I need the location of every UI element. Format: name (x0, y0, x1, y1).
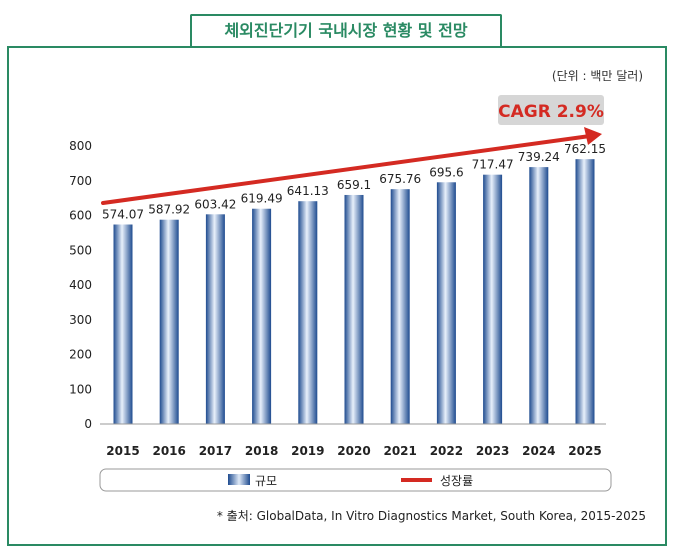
unit-label: (단위 : 백만 달러) (552, 69, 643, 83)
bar-2021 (390, 189, 410, 424)
bar-2016 (159, 219, 179, 424)
chart-title-tab: 체외진단기기 국내시장 현황 및 전망 (190, 14, 502, 48)
value-label: 619.49 (241, 192, 283, 206)
y-tick-label: 200 (69, 348, 92, 362)
y-tick-label: 600 (69, 209, 92, 223)
y-tick-label: 800 (69, 139, 92, 153)
x-tick-label: 2016 (152, 444, 185, 458)
value-label: 762.15 (564, 142, 606, 156)
legend-bar-swatch (228, 474, 250, 485)
bar-2022 (436, 182, 456, 424)
cagr-callout: CAGR 2.9% (498, 95, 604, 125)
value-label: 603.42 (194, 197, 236, 211)
source-note: * 출처: GlobalData, In Vitro Diagnostics M… (217, 509, 646, 523)
y-tick-label: 400 (69, 278, 92, 292)
value-label: 675.76 (379, 172, 421, 186)
y-tick-label: 300 (69, 313, 92, 327)
x-tick-label: 2025 (568, 444, 601, 458)
bar-2015 (113, 224, 133, 424)
value-label: 695.6 (429, 165, 463, 179)
x-axis: 2015 2016 2017 2018 2019 2020 2021 2022 2023 2024… (100, 423, 606, 458)
bar-2018 (252, 208, 272, 424)
bar-series (113, 159, 595, 424)
cagr-label: CAGR 2.9% (498, 102, 604, 122)
y-axis: 0 100 200 300 400 500 600 700 800 (69, 139, 92, 431)
bar-2024 (529, 167, 549, 424)
trend-arrow (101, 127, 602, 205)
value-label: 659.1 (337, 178, 371, 192)
x-tick-label: 2020 (337, 444, 370, 458)
y-tick-label: 500 (69, 243, 92, 257)
legend-line-label: 성장률 (440, 474, 473, 488)
bar-2020 (344, 194, 364, 424)
chart-title: 체외진단기기 국내시장 현황 및 전망 (224, 21, 468, 40)
x-tick-label: 2015 (106, 444, 139, 458)
bar-2025 (575, 159, 595, 424)
bar-2017 (205, 214, 225, 424)
value-label: 739.24 (518, 150, 560, 164)
x-tick-label: 2017 (199, 444, 232, 458)
legend-bar-label: 규모 (255, 474, 277, 488)
trend-arrowhead (584, 127, 602, 145)
y-tick-label: 700 (69, 174, 92, 188)
bar-2023 (483, 174, 503, 424)
trend-line (101, 134, 592, 205)
cagr-box (498, 95, 604, 125)
value-labels: 574.07 587.92 603.42 619.49 641.13 659.1 675.7… (102, 142, 606, 221)
value-label: 717.47 (472, 158, 514, 172)
chart-frame (7, 46, 667, 546)
value-label: 574.07 (102, 208, 144, 222)
value-label: 587.92 (148, 203, 190, 217)
x-tick-label: 2021 (383, 444, 416, 458)
bar-2019 (298, 201, 318, 424)
x-tick-label: 2019 (291, 444, 324, 458)
value-label: 641.13 (287, 184, 329, 198)
y-tick-label: 0 (84, 417, 92, 431)
x-tick-label: 2022 (430, 444, 463, 458)
legend-box (99, 468, 612, 492)
x-tick-label: 2023 (476, 444, 509, 458)
x-tick-label: 2018 (245, 444, 278, 458)
y-tick-label: 100 (69, 382, 92, 396)
legend: 규모 성장률 (99, 468, 612, 492)
x-tick-label: 2024 (522, 444, 555, 458)
